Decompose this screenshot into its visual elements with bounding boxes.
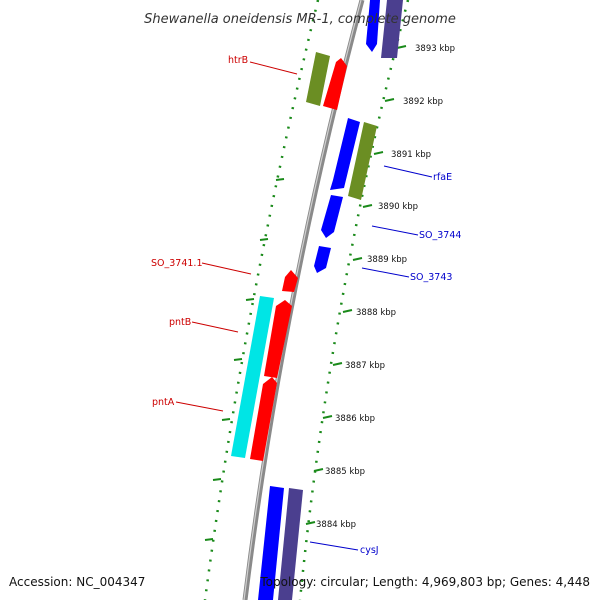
pntB-arrow xyxy=(264,300,292,378)
label-leaders xyxy=(175,61,433,551)
gene-arrow-reverse xyxy=(381,0,403,58)
kbp-label: 3890 kbp xyxy=(378,202,418,212)
pntA-arrow xyxy=(250,377,277,461)
gene-label-SO_3741.1: SO_3741.1 xyxy=(151,258,203,269)
gene-arrow-reverse xyxy=(366,0,380,52)
kbp-label: 3887 kbp xyxy=(345,361,385,371)
gene-label-cysJ: cysJ xyxy=(360,545,379,556)
gene-label-rfaE: rfaE xyxy=(433,172,452,183)
rfaE-feature xyxy=(348,122,377,200)
gene-label-pntB: pntB xyxy=(169,317,191,328)
page-title: Shewanella oneidensis MR-1, complete gen… xyxy=(144,12,456,27)
kbp-label: 3892 kbp xyxy=(403,97,443,107)
gene-label-SO_3744: SO_3744 xyxy=(419,230,461,241)
gene-labels: htrB rfaE SO_3744 SO_3743 SO_3741.1 pntB… xyxy=(151,55,461,556)
kbp-label: 3891 kbp xyxy=(391,150,431,160)
kbp-label: 3888 kbp xyxy=(356,308,396,318)
kbp-label: 3889 kbp xyxy=(367,255,407,265)
SO_3743-arrow xyxy=(314,246,331,273)
cysJ-arrow-1 xyxy=(258,486,284,600)
SO_3741.1-arrow xyxy=(282,270,298,292)
topology-text: Topology: circular; Length: 4,969,803 bp… xyxy=(259,575,590,589)
gene-label-htrB: htrB xyxy=(228,55,248,66)
ruler-labels: 3893 kbp 3892 kbp 3891 kbp 3890 kbp 3889… xyxy=(316,44,455,530)
SO_3744-arrow xyxy=(321,195,343,238)
rna-reverse-feature xyxy=(231,296,274,458)
accession-text: Accession: NC_004347 xyxy=(9,575,145,589)
kbp-label: 3893 kbp xyxy=(415,44,455,54)
gene-label-pntA: pntA xyxy=(152,397,175,408)
gene-label-SO_3743: SO_3743 xyxy=(410,272,452,283)
kbp-label: 3885 kbp xyxy=(325,467,365,477)
htrB-arrow xyxy=(323,58,347,110)
kbp-ticks xyxy=(204,45,407,541)
kbp-label: 3884 kbp xyxy=(316,520,356,530)
htrB-rna xyxy=(306,52,330,106)
kbp-label: 3886 kbp xyxy=(335,414,375,424)
gene-arrow-reverse xyxy=(330,118,360,190)
reverse-strand-features xyxy=(258,0,403,600)
cysJ-arrow-2 xyxy=(278,488,303,600)
forward-strand-features xyxy=(231,52,347,461)
